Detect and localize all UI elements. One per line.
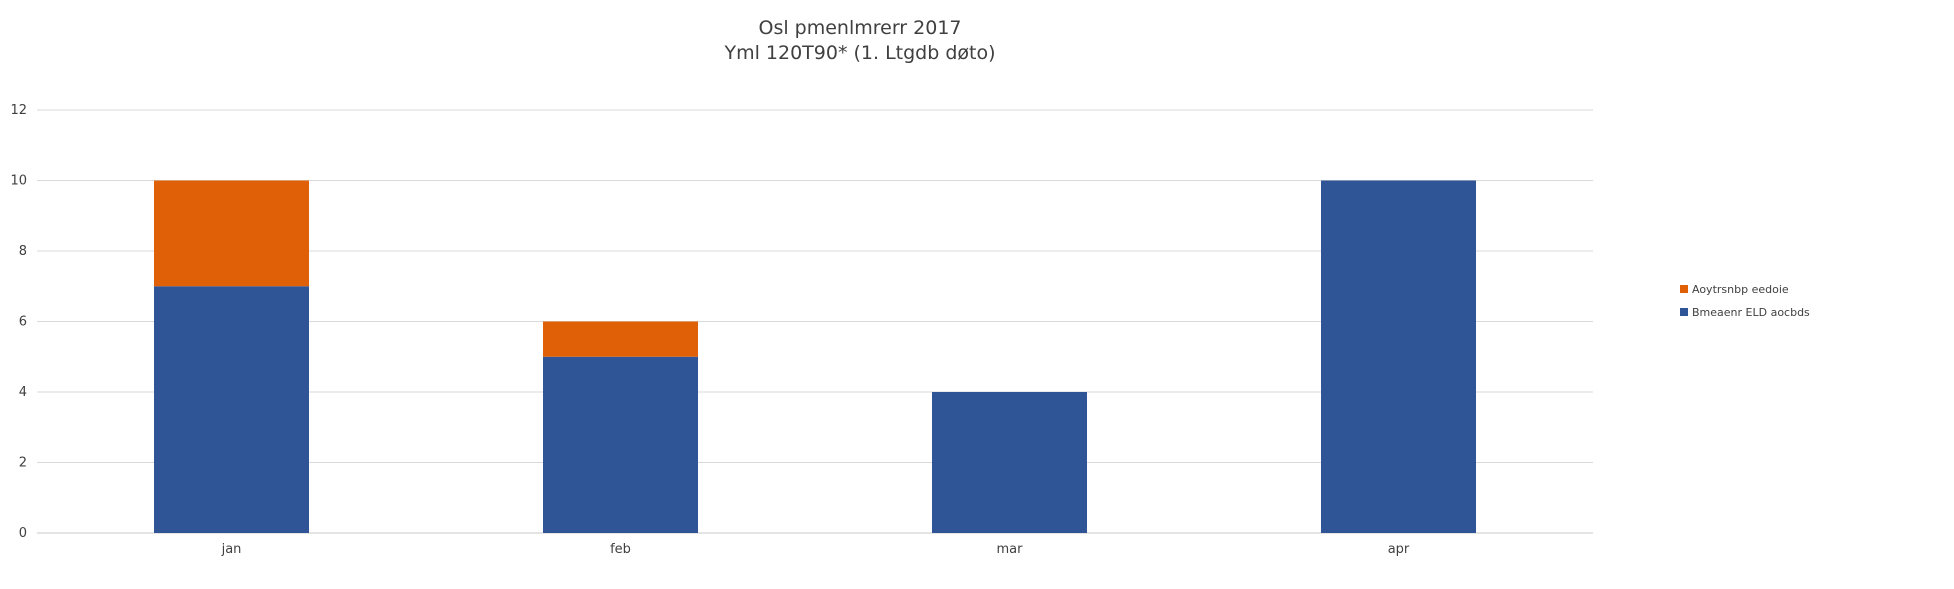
y-axis-ticks: 0 2 4 6 8 10 12 (10, 103, 27, 541)
x-tick-label: jan (221, 542, 242, 557)
y-tick-label: 8 (19, 244, 27, 259)
legend-label: Aoytrsnbp eedoie (1692, 283, 1789, 296)
legend: Aoytrsnbp eedoie Bmeaenr ELD aocbds (1680, 283, 1810, 319)
bar-segment-series-0 (932, 392, 1087, 533)
x-tick-label: apr (1388, 542, 1410, 557)
chart-subtitle: Yml 120T90* (1. Ltgdb døto) (723, 42, 995, 64)
x-tick-label: feb (610, 542, 631, 557)
chart-title: Osl pmenlmrerr 2017 (758, 17, 961, 39)
y-tick-label: 10 (10, 174, 27, 189)
bar-segment-series-0 (154, 286, 309, 533)
legend-swatch (1680, 308, 1688, 316)
bar-segment-series-1 (154, 180, 309, 287)
bar-segment-series-1 (543, 321, 698, 357)
bars (154, 180, 1476, 533)
y-tick-label: 6 (19, 315, 27, 330)
bar-segment-series-0 (543, 356, 698, 533)
x-tick-label: mar (997, 542, 1024, 557)
legend-label: Bmeaenr ELD aocbds (1692, 306, 1810, 319)
y-tick-label: 4 (19, 385, 27, 400)
bar-segment-series-0 (1321, 180, 1476, 533)
legend-swatch (1680, 285, 1688, 293)
y-tick-label: 2 (19, 456, 27, 471)
y-tick-label: 12 (10, 103, 27, 118)
y-tick-label: 0 (19, 526, 27, 541)
x-axis-ticks: jan feb mar apr (221, 542, 1410, 557)
